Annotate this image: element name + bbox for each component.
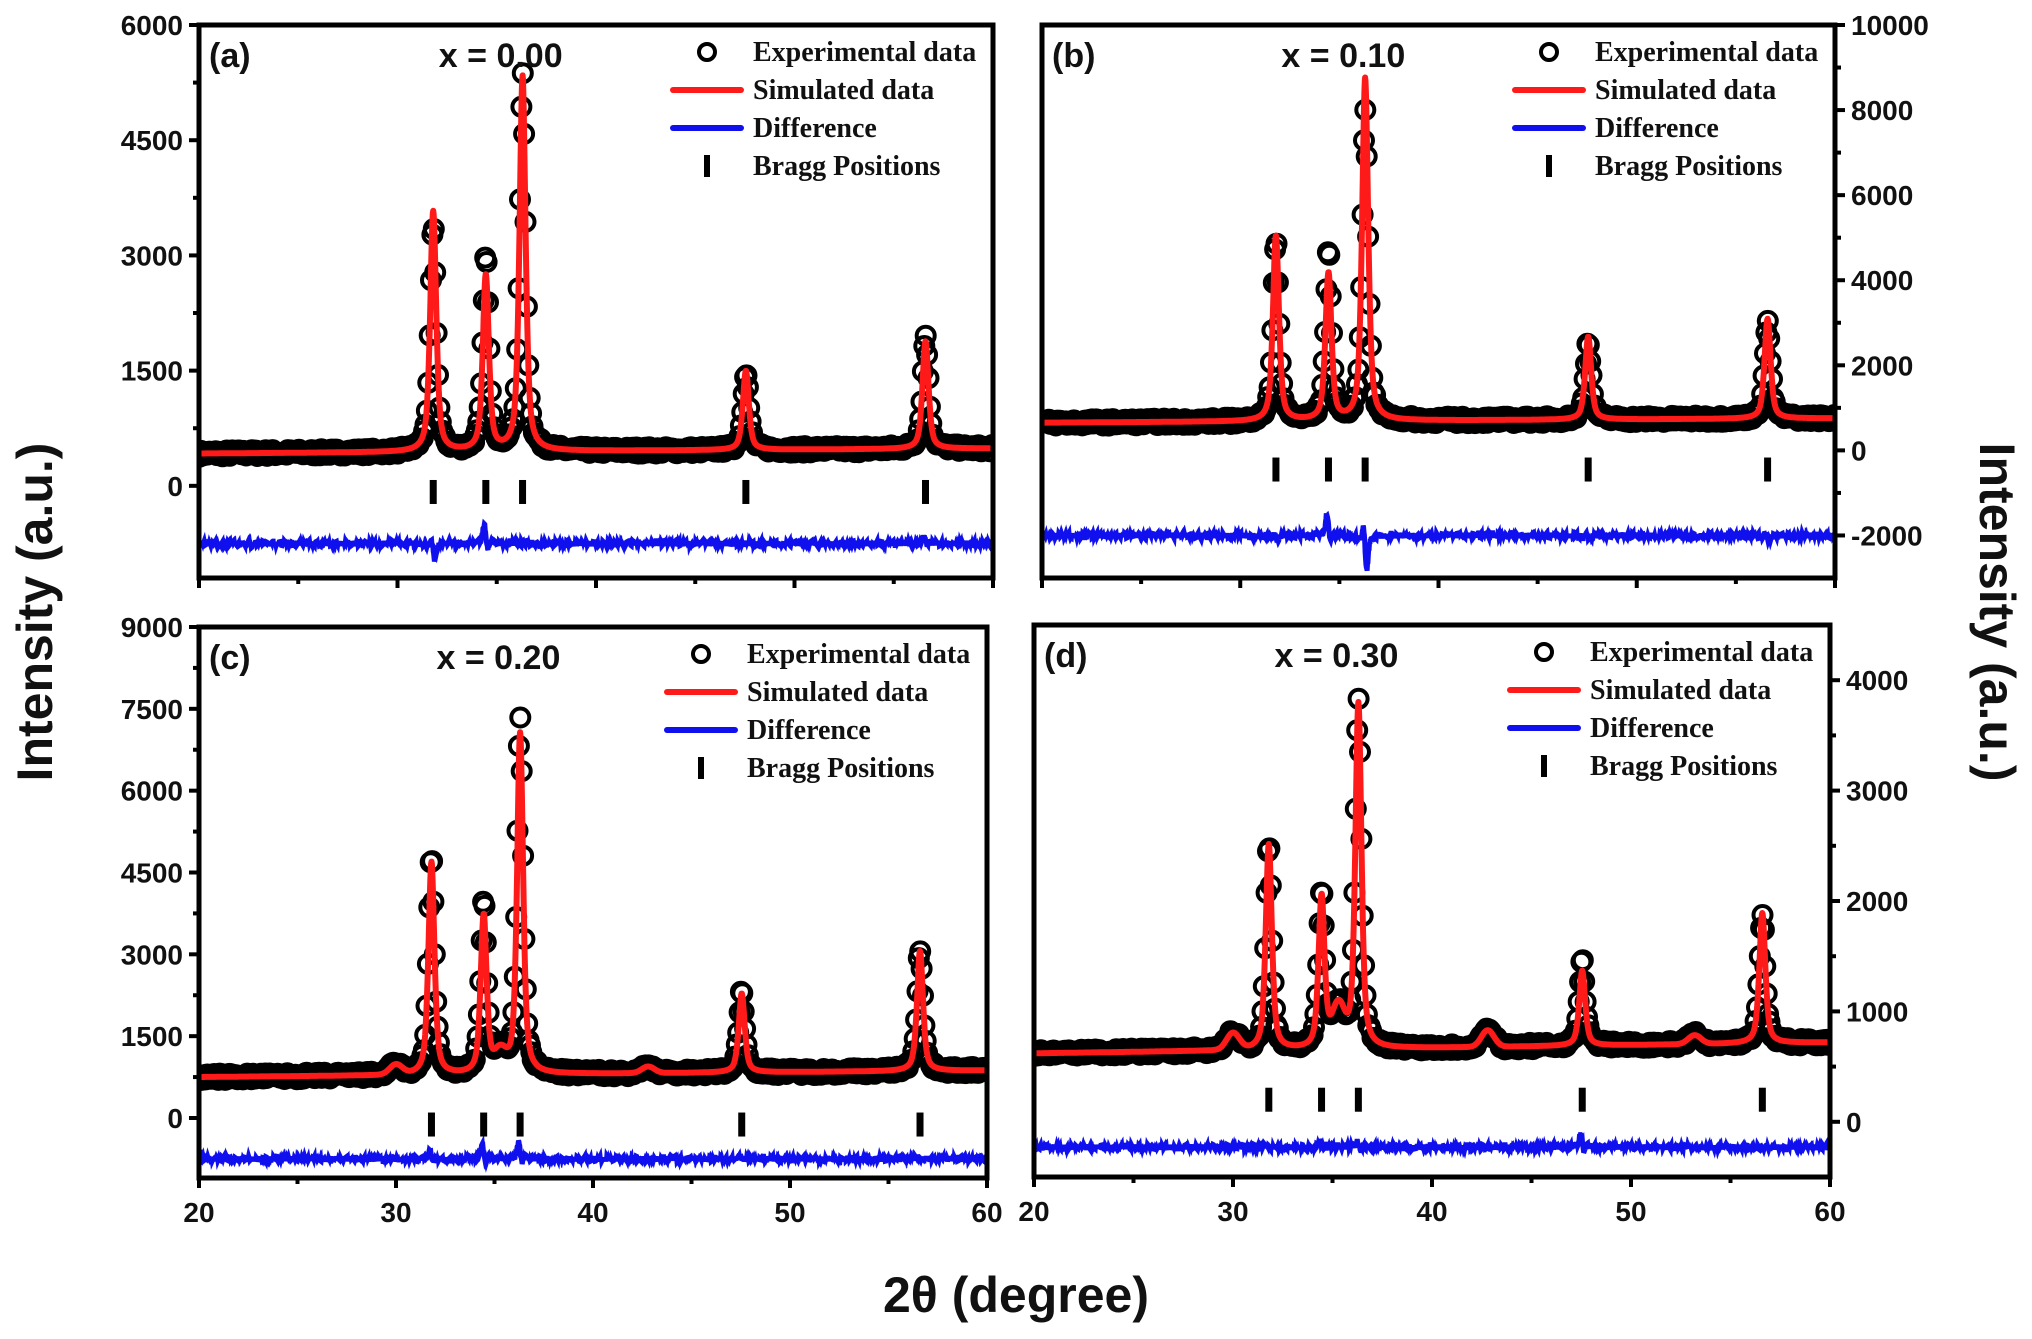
- legend-label: Bragg Positions: [1595, 151, 1783, 182]
- plot-area: [1042, 74, 1835, 572]
- difference-line: [199, 518, 993, 564]
- panel-c: 0 1500 3000 4500 6000 7500 9000 20 30 40 50 60 (c) x …: [121, 612, 1003, 1228]
- plot-area: [1034, 687, 1830, 1160]
- legend: Experimental data Simulated data Differenc…: [670, 37, 976, 182]
- y-tick-label: 1500: [121, 356, 183, 387]
- legend-circle-icon: [1539, 42, 1559, 62]
- y-tick-label: -2000: [1851, 520, 1923, 551]
- difference-line: [1042, 510, 1835, 572]
- legend-label: Experimental data: [747, 639, 970, 670]
- legend: Experimental data Simulated data Differenc…: [1512, 37, 1818, 182]
- plot-area: [199, 706, 987, 1173]
- legend-label: Bragg Positions: [753, 151, 941, 182]
- plot-frame: [196, 22, 996, 581]
- simulated-line: [199, 72, 993, 457]
- panel-title: x = 0.00: [439, 37, 563, 75]
- panel-title: x = 0.20: [437, 639, 561, 677]
- y-tick-label: 3000: [121, 240, 183, 271]
- x-axis-title: 2θ (degree): [883, 1267, 1149, 1323]
- y-tick-label: 10000: [1851, 10, 1929, 41]
- y-tick-label: 9000: [121, 612, 183, 643]
- y-tick-label: 4000: [1851, 265, 1913, 296]
- x-tick-label: 20: [183, 1197, 214, 1228]
- plot-frame: [196, 624, 990, 1181]
- legend-label: Difference: [1590, 713, 1714, 744]
- simulated-line: [199, 729, 987, 1080]
- plot-area: [199, 62, 993, 564]
- legend-label: Simulated data: [1590, 675, 1771, 706]
- experimental-point: [509, 706, 532, 729]
- y-tick-label: 0: [1851, 435, 1867, 466]
- legend-label: Simulated data: [1595, 75, 1776, 106]
- y-tick-label: 8000: [1851, 95, 1913, 126]
- y-tick-label: 3000: [1846, 776, 1908, 807]
- simulated-line: [1042, 74, 1835, 426]
- experimental-series: [1034, 687, 1830, 1067]
- legend-label: Difference: [753, 113, 877, 144]
- legend-label: Simulated data: [747, 677, 928, 708]
- panel-label: (a): [209, 37, 251, 75]
- y-tick-label: 7500: [121, 694, 183, 725]
- y-tick-label: 1000: [1846, 996, 1908, 1027]
- y-tick-label: 4500: [121, 857, 183, 888]
- x-tick-label: 30: [380, 1197, 411, 1228]
- legend: Experimental data Simulated data Differenc…: [1507, 637, 1813, 782]
- panel-b: -2000 0 2000 4000 6000 8000 10000 (b) x = 0.10 Ex…: [1039, 10, 1929, 588]
- panel-label: (d): [1044, 637, 1087, 675]
- y-tick-label: 0: [167, 1103, 183, 1134]
- y-tick-label: 4500: [121, 125, 183, 156]
- y-tick-label: 6000: [1851, 180, 1913, 211]
- x-tick-label: 60: [971, 1197, 1002, 1228]
- legend-label: Experimental data: [753, 37, 976, 68]
- legend-circle-icon: [691, 644, 711, 664]
- x-tick-label: 40: [1416, 1196, 1447, 1227]
- experimental-series: [199, 62, 993, 468]
- legend-label: Difference: [1595, 113, 1719, 144]
- legend: Experimental data Simulated data Differenc…: [664, 639, 970, 784]
- x-tick-label: 30: [1217, 1196, 1248, 1227]
- legend-label: Simulated data: [753, 75, 934, 106]
- panel-title: x = 0.10: [1281, 37, 1405, 75]
- x-tick-label: 20: [1018, 1196, 1049, 1227]
- difference-line: [199, 1134, 987, 1173]
- x-tick-label: 50: [774, 1197, 805, 1228]
- plot-frame: [1031, 622, 1833, 1180]
- legend-label: Difference: [747, 715, 871, 746]
- y-tick-label: 1500: [121, 1021, 183, 1052]
- panel-a: 0 1500 3000 4500 6000 (a) x = 0.00 Experimental…: [121, 10, 996, 588]
- panel-label: (c): [209, 639, 251, 677]
- y-axis-title-right: Intensity (a.u.): [1969, 443, 2025, 782]
- experimental-point: [475, 251, 498, 273]
- legend-label: Experimental data: [1590, 637, 1813, 668]
- difference-line: [1034, 1131, 1830, 1160]
- legend-label: Experimental data: [1595, 37, 1818, 68]
- y-axis-title-left: Intensity (a.u.): [7, 443, 63, 782]
- y-tick-label: 6000: [121, 10, 183, 41]
- y-tick-label: 0: [167, 471, 183, 502]
- x-tick-label: 60: [1814, 1196, 1845, 1227]
- legend-circle-icon: [697, 42, 717, 62]
- y-tick-label: 0: [1846, 1107, 1862, 1138]
- y-tick-label: 3000: [121, 939, 183, 970]
- panel-label: (b): [1052, 37, 1095, 75]
- x-tick-label: 40: [577, 1197, 608, 1228]
- simulated-line: [1034, 699, 1830, 1057]
- plot-frame: [1039, 22, 1838, 581]
- y-tick-label: 2000: [1846, 886, 1908, 917]
- y-tick-label: 2000: [1851, 350, 1913, 381]
- legend-label: Bragg Positions: [747, 753, 935, 784]
- panel-title: x = 0.30: [1275, 637, 1399, 675]
- panel-d: 0 1000 2000 3000 4000 20 30 40 50 60 (d) x = 0.30 Ex…: [1018, 622, 1908, 1227]
- y-tick-label: 6000: [121, 776, 183, 807]
- legend-circle-icon: [1534, 642, 1554, 662]
- experimental-point: [1318, 243, 1341, 266]
- legend-label: Bragg Positions: [1590, 751, 1778, 782]
- x-tick-label: 50: [1615, 1196, 1646, 1227]
- y-tick-label: 4000: [1846, 665, 1908, 696]
